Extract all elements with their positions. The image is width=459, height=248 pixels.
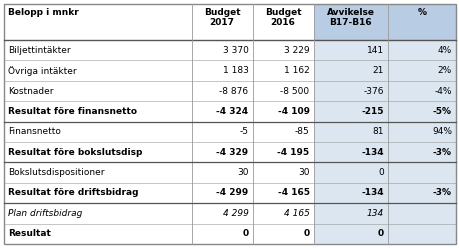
Bar bbox=[4, 4, 313, 40]
Text: 0: 0 bbox=[303, 229, 309, 238]
Text: 134: 134 bbox=[366, 209, 383, 218]
Text: -4 109: -4 109 bbox=[277, 107, 309, 116]
Text: Plan driftsbidrag: Plan driftsbidrag bbox=[8, 209, 82, 218]
Text: 81: 81 bbox=[372, 127, 383, 136]
Text: 3 370: 3 370 bbox=[222, 46, 248, 55]
Text: Biljettintäkter: Biljettintäkter bbox=[8, 46, 71, 55]
Text: Bokslutsdispositioner: Bokslutsdispositioner bbox=[8, 168, 104, 177]
Text: -4 324: -4 324 bbox=[216, 107, 248, 116]
Text: -4 299: -4 299 bbox=[216, 188, 248, 197]
Bar bbox=[313, 4, 455, 40]
Text: Budget
2017: Budget 2017 bbox=[203, 8, 240, 27]
Text: -3%: -3% bbox=[432, 188, 451, 197]
Text: 0: 0 bbox=[377, 229, 383, 238]
Text: -8 876: -8 876 bbox=[219, 87, 248, 95]
Bar bbox=[4, 40, 313, 244]
Text: 141: 141 bbox=[366, 46, 383, 55]
Text: -85: -85 bbox=[294, 127, 309, 136]
Text: -4 165: -4 165 bbox=[277, 188, 309, 197]
Text: Belopp i mnkr: Belopp i mnkr bbox=[8, 8, 78, 17]
Text: 4 299: 4 299 bbox=[222, 209, 248, 218]
Text: Kostnader: Kostnader bbox=[8, 87, 53, 95]
Text: 30: 30 bbox=[236, 168, 248, 177]
Text: 0: 0 bbox=[378, 168, 383, 177]
Text: 21: 21 bbox=[372, 66, 383, 75]
Text: -4%: -4% bbox=[434, 87, 451, 95]
Text: %: % bbox=[417, 8, 425, 17]
Text: -4 329: -4 329 bbox=[216, 148, 248, 157]
Text: -5%: -5% bbox=[432, 107, 451, 116]
Text: 94%: 94% bbox=[431, 127, 451, 136]
Text: -134: -134 bbox=[361, 148, 383, 157]
Text: 4%: 4% bbox=[437, 46, 451, 55]
Text: -3%: -3% bbox=[432, 148, 451, 157]
Text: Resultat före bokslutsdisp: Resultat före bokslutsdisp bbox=[8, 148, 142, 157]
Text: 0: 0 bbox=[242, 229, 248, 238]
Text: Finansnetto: Finansnetto bbox=[8, 127, 61, 136]
Text: -376: -376 bbox=[363, 87, 383, 95]
Text: Budget
2016: Budget 2016 bbox=[264, 8, 301, 27]
Text: -4 195: -4 195 bbox=[277, 148, 309, 157]
Text: Övriga intäkter: Övriga intäkter bbox=[8, 66, 77, 76]
Text: 3 229: 3 229 bbox=[283, 46, 309, 55]
Text: 30: 30 bbox=[297, 168, 309, 177]
Text: 4 165: 4 165 bbox=[283, 209, 309, 218]
Bar bbox=[313, 40, 455, 244]
Text: Avvikelse
B17-B16: Avvikelse B17-B16 bbox=[326, 8, 374, 27]
Text: -5: -5 bbox=[239, 127, 248, 136]
Text: -8 500: -8 500 bbox=[280, 87, 309, 95]
Text: -215: -215 bbox=[361, 107, 383, 116]
Text: Resultat: Resultat bbox=[8, 229, 51, 238]
Text: Resultat före driftsbidrag: Resultat före driftsbidrag bbox=[8, 188, 138, 197]
Text: 2%: 2% bbox=[437, 66, 451, 75]
Text: 1 183: 1 183 bbox=[222, 66, 248, 75]
Text: 1 162: 1 162 bbox=[283, 66, 309, 75]
Text: -134: -134 bbox=[361, 188, 383, 197]
Text: Resultat före finansnetto: Resultat före finansnetto bbox=[8, 107, 137, 116]
